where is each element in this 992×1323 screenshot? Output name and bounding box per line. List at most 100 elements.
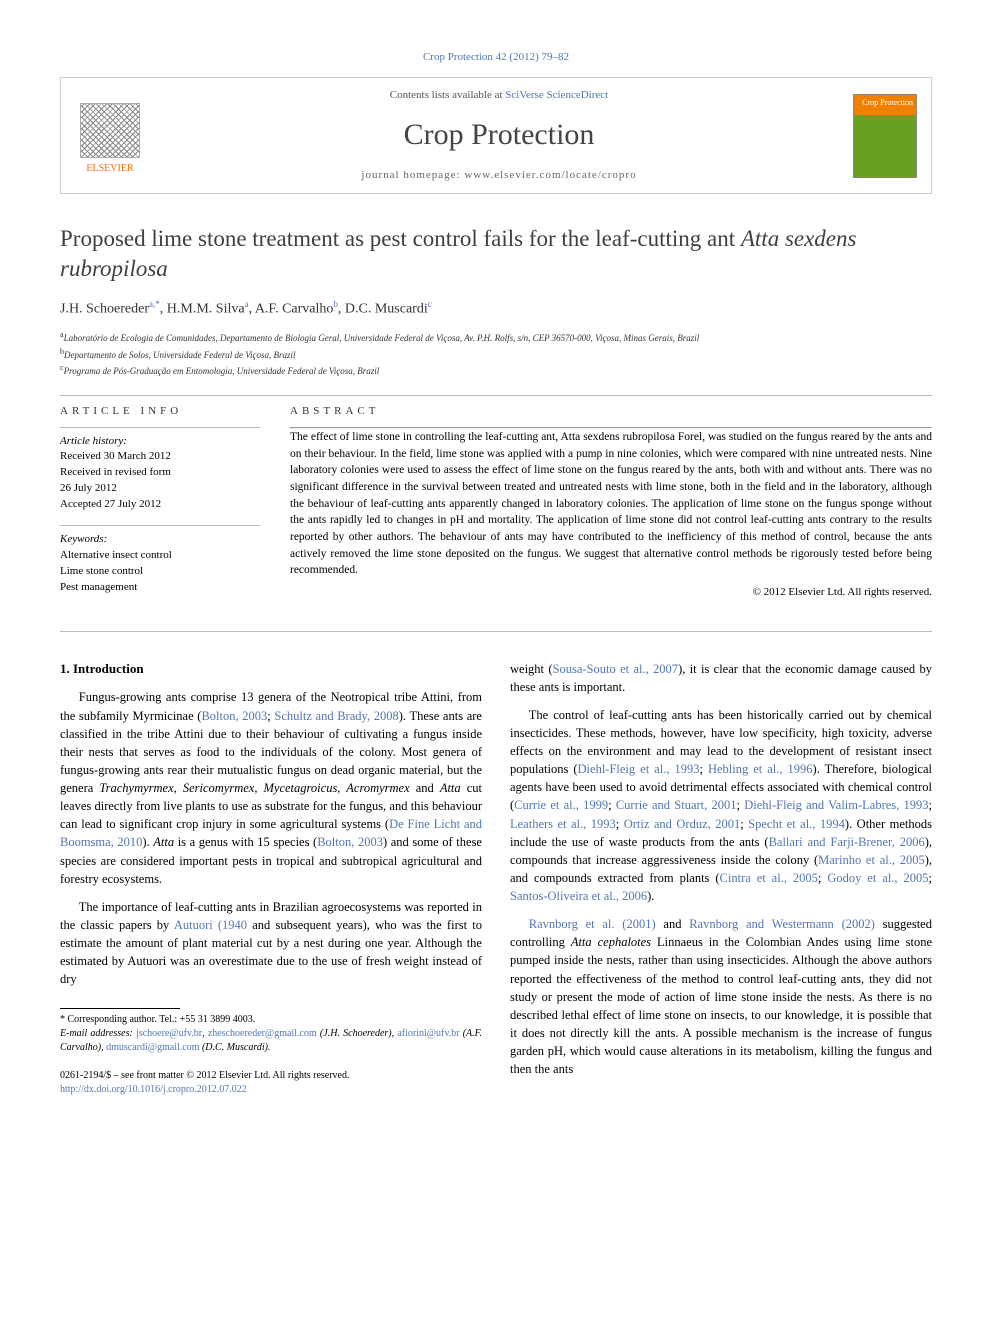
abstract-text: The effect of lime stone in controlling … (290, 429, 932, 579)
affiliation-a: aLaboratório de Ecologia de Comunidades,… (60, 329, 932, 346)
intro-para-1: Fungus-growing ants comprise 13 genera o… (60, 688, 482, 887)
divider (60, 395, 932, 396)
p5c: Linnaeus in the Colombian Andes using li… (510, 935, 932, 1076)
info-divider-1 (60, 427, 260, 428)
email-2[interactable]: zheschoereder@gmail.com (208, 1028, 317, 1039)
author-2: H.M.M. Silva (167, 302, 245, 317)
contents-prefix: Contents lists available at (390, 89, 505, 101)
cite-leathers-1993[interactable]: Leathers et al., 1993 (510, 817, 616, 831)
email-1[interactable]: jschoere@ufv.br (136, 1028, 202, 1039)
p4b: ; (699, 762, 707, 776)
author-4-marks: c (428, 299, 432, 309)
authors-line: J.H. Schoeredera,*, H.M.M. Silvaa, A.F. … (60, 298, 932, 319)
title-plain: Proposed lime stone treatment as pest co… (60, 226, 741, 251)
cite-bolton-2003-2[interactable]: Bolton, 2003 (317, 835, 383, 849)
email-4-who: (D.C. Muscardi). (199, 1042, 270, 1053)
cite-diehl-fleig-valim-1993[interactable]: Diehl-Fleig and Valim-Labres, 1993 (744, 798, 928, 812)
cite-currie-stuart-2001[interactable]: Currie and Stuart, 2001 (616, 798, 737, 812)
cite-diehl-fleig-1993[interactable]: Diehl-Fleig et al., 1993 (578, 762, 700, 776)
body-two-column: 1. Introduction Fungus-growing ants comp… (60, 660, 932, 1098)
cite-marinho-2005[interactable]: Marinho et al., 2005 (818, 853, 925, 867)
cite-specht-1994[interactable]: Specht et al., 1994 (748, 817, 845, 831)
email-4[interactable]: dmuscardi@gmail.com (106, 1042, 199, 1053)
abstract-heading: ABSTRACT (290, 404, 932, 419)
history-revised-2: 26 July 2012 (60, 481, 260, 497)
history-label: Article history: (60, 434, 260, 449)
p4l: ; (818, 871, 827, 885)
journal-name: Crop Protection (161, 114, 837, 156)
affiliations: aLaboratório de Ecologia de Comunidades,… (60, 329, 932, 379)
p1f: ). (142, 835, 153, 849)
doi-link[interactable]: http://dx.doi.org/10.1016/j.cropro.2012.… (60, 1083, 482, 1097)
cite-autuori-1940[interactable]: Autuori (1940 (174, 918, 247, 932)
affiliation-c: cPrograma de Pós-Graduação em Entomologi… (60, 362, 932, 379)
cite-santos-oliveira-2006[interactable]: Santos-Oliveira et al., 2006 (510, 889, 647, 903)
email-addresses: E-mail addresses: jschoere@ufv.br, zhesc… (60, 1027, 482, 1055)
author-1-marks: a,* (149, 299, 160, 309)
species-atta-cephalotes: Atta cephalotes (571, 935, 651, 949)
history-revised-1: Received in revised form (60, 465, 260, 481)
corresponding-author-footer: * Corresponding author. Tel.: +55 31 389… (60, 1008, 482, 1097)
header-center: Contents lists available at SciVerse Sci… (161, 88, 837, 183)
p1g: is a genus with 15 species ( (174, 835, 317, 849)
cite-schultz-brady-2008[interactable]: Schultz and Brady, 2008 (274, 709, 398, 723)
aff-text-a: Laboratório de Ecologia de Comunidades, … (64, 333, 700, 343)
cite-godoy-2005[interactable]: Godoy et al., 2005 (827, 871, 928, 885)
corr-label: * Corresponding author. Tel.: (60, 1014, 180, 1025)
p4f: ; (929, 798, 932, 812)
history-received: Received 30 March 2012 (60, 449, 260, 465)
aff-text-b: Departamento de Solos, Universidade Fede… (64, 350, 296, 360)
issn-copyright-line: 0261-2194/$ – see front matter © 2012 El… (60, 1069, 482, 1083)
p5a: and (656, 917, 690, 931)
keyword-2: Lime stone control (60, 564, 260, 580)
cite-ravnborg-2001[interactable]: Ravnborg et al. (2001) (529, 917, 656, 931)
intro-para-4: The control of leaf-cutting ants has bee… (510, 706, 932, 905)
p4h: ; (740, 817, 748, 831)
cover-label: Crop Protection (862, 97, 913, 108)
author-2-marks: a (245, 299, 249, 309)
genera-list: Trachymyrmex, Sericomyrmex, Mycetagroicu… (99, 781, 409, 795)
intro-para-5: Ravnborg et al. (2001) and Ravnborg and … (510, 915, 932, 1078)
email-2-who: (J.H. Schoereder), (317, 1028, 398, 1039)
keyword-3: Pest management (60, 580, 260, 596)
p4d: ; (608, 798, 616, 812)
p4n: ). (647, 889, 654, 903)
citation-line: Crop Protection 42 (2012) 79–82 (60, 50, 932, 65)
journal-cover-thumbnail[interactable]: Crop Protection (853, 94, 917, 178)
publisher-logo[interactable]: ELSEVIER (75, 96, 145, 176)
homepage-prefix: journal homepage: (361, 169, 464, 181)
cite-hebling-1996[interactable]: Hebling et al., 1996 (708, 762, 813, 776)
section-1-heading: 1. Introduction (60, 660, 482, 679)
cite-ballari-2006[interactable]: Ballari and Farji-Brener, 2006 (769, 835, 925, 849)
intro-para-2: The importance of leaf-cutting ants in B… (60, 898, 482, 989)
cite-currie-1999[interactable]: Currie et al., 1999 (514, 798, 608, 812)
elsevier-tree-icon (80, 103, 140, 158)
author-3: A.F. Carvalho (255, 302, 334, 317)
genus-atta-1: Atta (440, 781, 461, 795)
abstract-column: ABSTRACT The effect of lime stone in con… (290, 404, 932, 601)
contents-available: Contents lists available at SciVerse Sci… (161, 88, 837, 103)
email-label: E-mail addresses: (60, 1028, 136, 1039)
p1d: and (410, 781, 440, 795)
keyword-1: Alternative insect control (60, 548, 260, 564)
abstract-copyright: © 2012 Elsevier Ltd. All rights reserved… (290, 585, 932, 600)
cite-bolton-2003[interactable]: Bolton, 2003 (201, 709, 267, 723)
cite-cintra-2005[interactable]: Cintra et al., 2005 (720, 871, 818, 885)
journal-homepage: journal homepage: www.elsevier.com/locat… (161, 168, 837, 183)
info-abstract-row: ARTICLE INFO Article history: Received 3… (60, 404, 932, 601)
p4g: ; (616, 817, 624, 831)
doi-block: 0261-2194/$ – see front matter © 2012 El… (60, 1069, 482, 1097)
cite-sousa-souto-2007[interactable]: Sousa-Souto et al., 2007 (553, 662, 679, 676)
keywords-label: Keywords: (60, 532, 260, 547)
sciencedirect-link[interactable]: SciVerse ScienceDirect (505, 89, 608, 101)
email-3[interactable]: afiorini@ufv.br (397, 1028, 459, 1039)
cite-ortiz-orduz-2001[interactable]: Ortiz and Orduz, 2001 (624, 817, 741, 831)
article-title-block: Proposed lime stone treatment as pest co… (60, 224, 932, 284)
cite-ravnborg-westermann-2002[interactable]: Ravnborg and Westermann (2002) (689, 917, 875, 931)
affiliation-b: bDepartamento de Solos, Universidade Fed… (60, 346, 932, 363)
footnote-rule (60, 1008, 180, 1009)
p4m: ; (928, 871, 931, 885)
corr-phone: +55 31 3899 4003. (180, 1014, 256, 1025)
homepage-url[interactable]: www.elsevier.com/locate/cropro (464, 169, 636, 181)
intro-para-3: weight (Sousa-Souto et al., 2007), it is… (510, 660, 932, 696)
